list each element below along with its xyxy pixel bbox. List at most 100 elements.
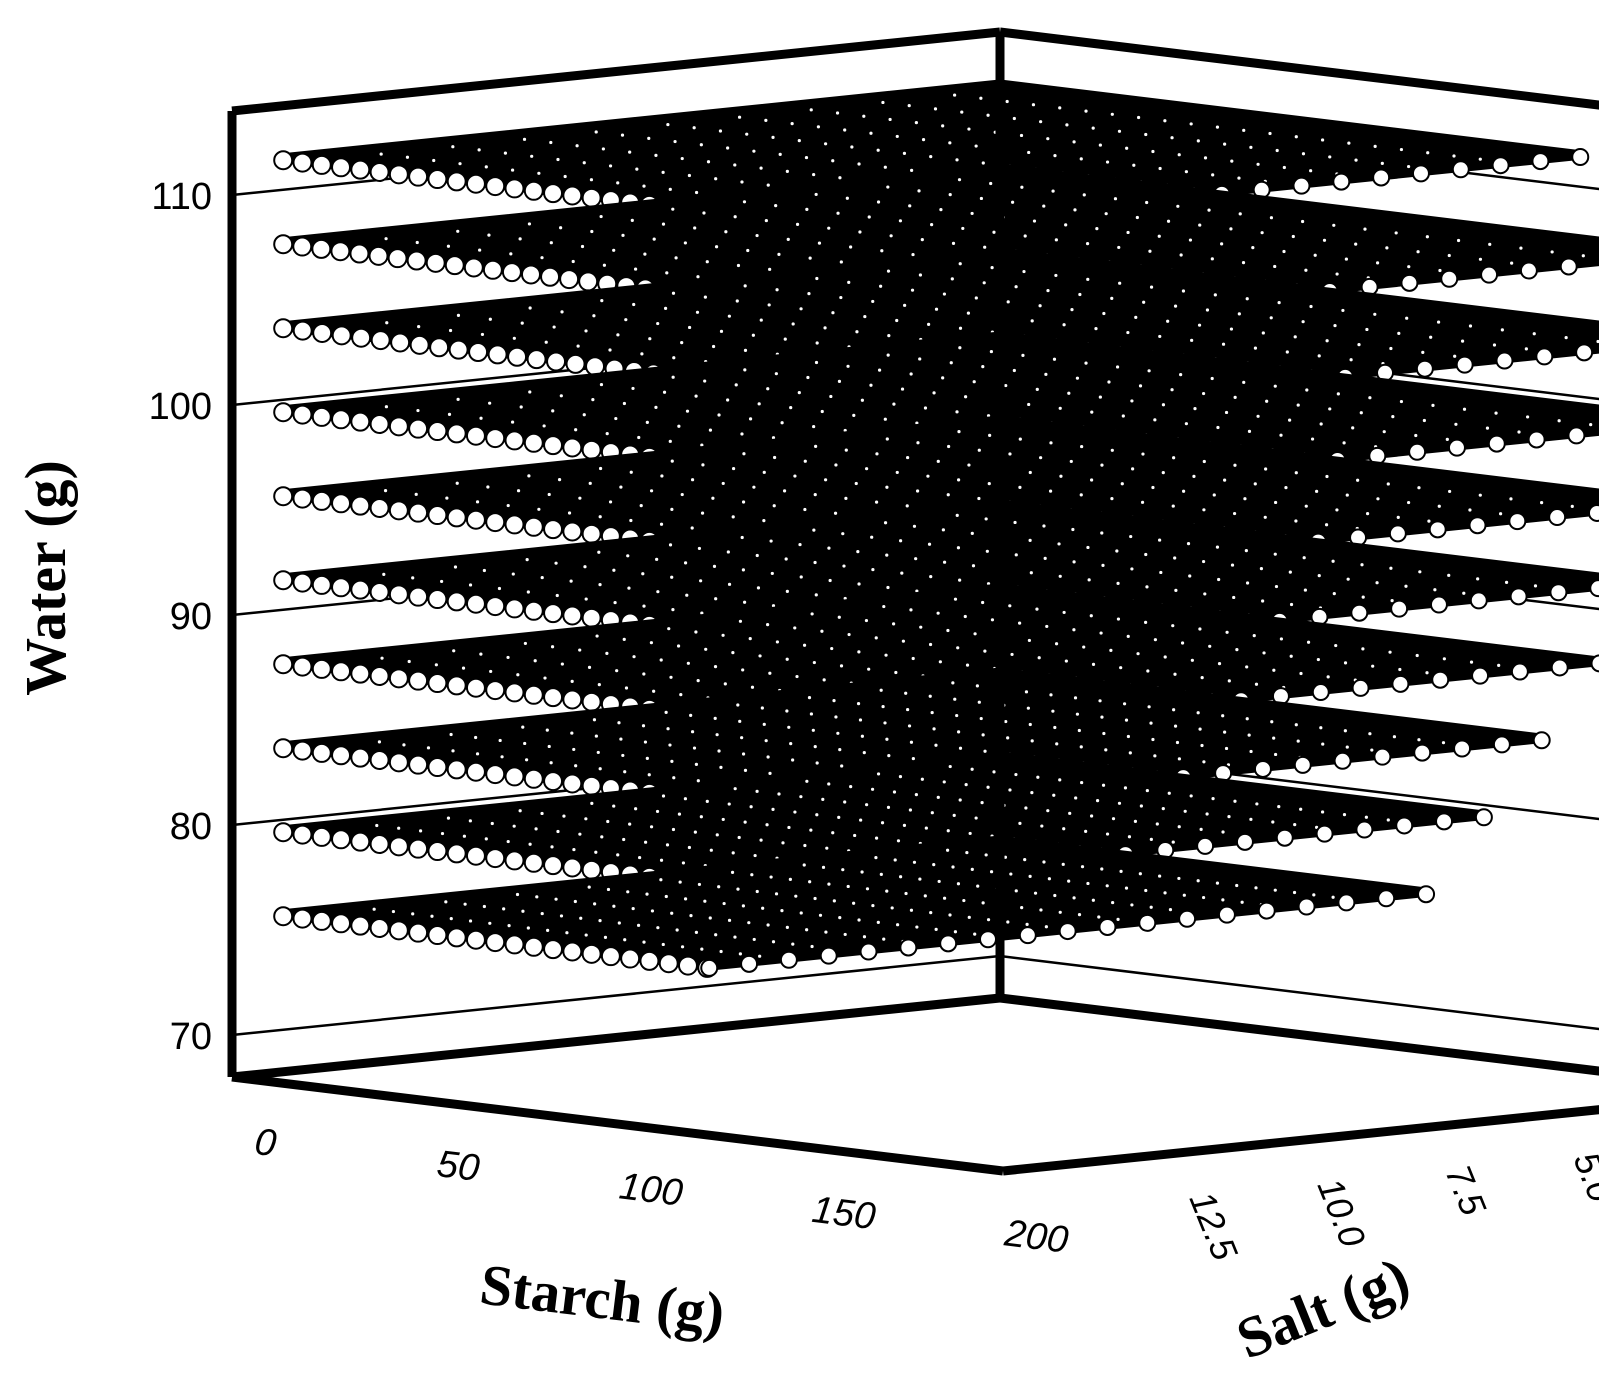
data-point [425,252,446,273]
data-point [1224,746,1229,751]
data-point [1073,208,1077,212]
data-point [1035,387,1039,391]
data-point [814,360,819,365]
data-point [1328,407,1332,411]
data-point [1363,227,1367,231]
data-point [641,724,646,728]
data-point [914,121,918,125]
data-point [1333,751,1352,770]
data-point [881,704,885,709]
data-point [1480,265,1499,284]
data-point [331,409,352,430]
z-tick-label: 100 [149,386,212,428]
data-point [885,437,889,441]
data-point [1188,238,1193,242]
data-point [448,328,453,333]
data-point [1297,897,1316,916]
data-point [1223,730,1227,734]
data-point [746,248,750,253]
data-point [1054,273,1058,278]
data-point [1158,874,1162,878]
data-point [1198,223,1202,227]
data-point [1086,277,1090,281]
y-tick-label: 10.0 [1310,1172,1374,1252]
data-point [543,855,564,876]
data-point [675,928,679,932]
data-point [1509,587,1528,606]
data-point [815,341,819,345]
data-point [1151,149,1155,154]
data-point [900,387,905,391]
data-point [350,663,371,684]
data-point [672,356,676,360]
data-point [1263,515,1267,519]
data-point [1417,738,1421,742]
data-point [799,795,803,799]
data-point [762,519,766,523]
data-point [504,850,525,871]
data-point [857,582,861,586]
data-point [502,907,506,911]
data-point [1070,308,1074,312]
data-point [953,93,957,97]
data-point [1173,556,1177,560]
data-point [659,878,663,882]
data-point [1028,874,1032,878]
data-point [727,314,731,318]
data-point [652,237,656,241]
data-point [1145,788,1149,793]
data-point [1163,891,1167,895]
data-point [865,467,869,471]
data-point [1119,869,1123,873]
data-point [523,852,544,873]
data-point [331,913,352,934]
data-point [1052,357,1057,361]
data-point [928,642,933,647]
data-point [1309,304,1313,309]
data-point [1271,820,1275,824]
data-point [1360,563,1364,567]
data-point [510,168,515,172]
data-point [574,428,578,432]
data-point [1270,720,1274,724]
data-point [497,586,502,591]
data-point [664,894,668,899]
data-point [811,728,815,732]
data-point [793,810,797,814]
data-point [895,470,899,475]
data-point [1057,542,1061,546]
data-point [543,771,564,792]
data-point [533,659,537,663]
data-point [1018,437,1022,441]
data-point [668,439,672,443]
data-point [679,692,683,697]
data-point [629,518,633,523]
data-point [465,677,486,698]
data-point [512,336,516,340]
data-point [654,405,658,409]
data-point [559,394,563,398]
data-point [970,867,974,871]
data-point [1478,157,1482,161]
data-point [614,416,618,421]
x-axis-ticks: 050 100 150 200 [252,1121,1070,1262]
data-point [813,493,817,497]
data-point [408,418,429,439]
data-point [1269,316,1273,320]
data-point [388,836,409,857]
data-point [527,222,532,226]
data-point [446,244,451,248]
data-point [1116,617,1121,621]
data-point [636,923,641,927]
data-point [803,507,807,512]
data-point [912,524,917,528]
data-point [578,271,599,292]
data-point [1284,485,1288,490]
data-point [664,710,668,714]
data-point [1127,835,1132,839]
data-point [791,942,795,946]
data-point [890,906,894,910]
data-point [468,819,472,823]
data-point [1373,747,1392,766]
data-point [870,787,875,791]
